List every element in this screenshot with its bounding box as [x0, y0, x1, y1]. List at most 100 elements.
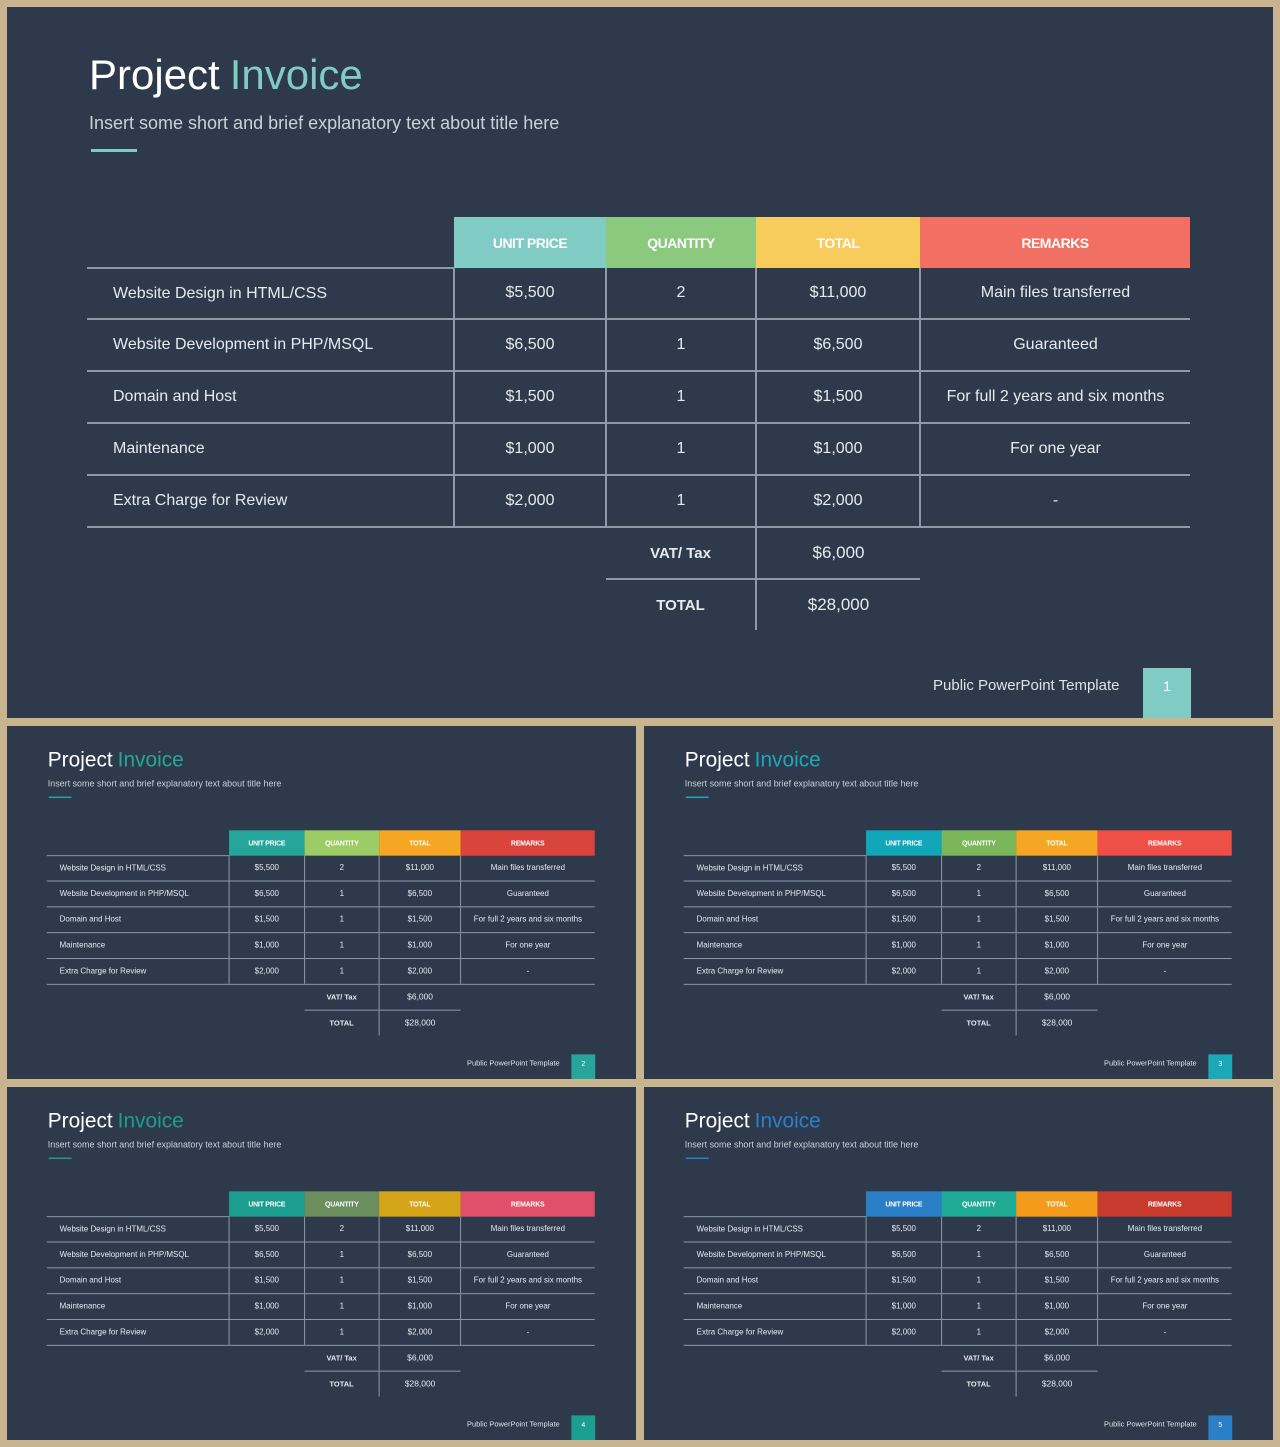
title-accent: Invoice	[229, 51, 363, 98]
table-row: Extra Charge for Review $2,000 1 $2,000 …	[683, 1319, 1232, 1346]
slide-1[interactable]: Project Invoice Insert some short and bri…	[7, 7, 1273, 718]
title-main: Project	[684, 747, 750, 772]
item-cell: Domain and Host	[87, 371, 454, 424]
header-total: TOTAL	[379, 1191, 461, 1217]
slide-2[interactable]: Project Invoice Insert some short and bri…	[7, 726, 636, 1079]
page-number-label: 2	[581, 1059, 586, 1068]
total-cell: $1,500	[378, 1267, 461, 1295]
slide-title: Project Invoice	[685, 748, 821, 772]
title-underline	[685, 1157, 709, 1160]
total-cell: $1,500	[755, 371, 920, 424]
remarks-cell: -	[460, 958, 595, 985]
vat-label: VAT/ Tax	[941, 1345, 1017, 1372]
total-label: TOTAL	[966, 1018, 991, 1028]
qty-cell: 1	[605, 423, 756, 476]
total-cell: $2,000	[378, 1319, 461, 1346]
header-blank	[683, 1191, 867, 1218]
header-total: TOTAL	[379, 830, 461, 856]
slide-subtitle: Insert some short and brief explanatory …	[47, 778, 282, 789]
header-unit-price: UNIT PRICE	[866, 830, 942, 856]
item-cell: Domain and Host	[683, 906, 867, 934]
table-row: Maintenance $1,000 1 $1,000 For one year	[683, 932, 1232, 959]
item-cell: Maintenance	[87, 423, 454, 476]
qty-cell: 1	[941, 881, 1017, 908]
header-blank	[683, 830, 867, 857]
total-cell: $2,000	[1015, 1319, 1098, 1346]
total-cell: $1,000	[378, 932, 461, 959]
price-cell: $5,500	[228, 855, 305, 882]
price-cell: $1,000	[865, 932, 942, 959]
remarks-cell: For one year	[1097, 1293, 1232, 1320]
total-cell: $2,000	[755, 475, 920, 528]
vat-row: VAT/ Tax $6,000	[684, 1345, 1232, 1372]
footer-text: Public PowerPoint Template	[1104, 1419, 1197, 1429]
price-cell: $2,000	[453, 475, 606, 528]
total-value: $28,000	[378, 1010, 461, 1036]
qty-cell: 1	[304, 906, 380, 934]
title-accent: Invoice	[754, 1108, 821, 1133]
price-cell: $2,000	[228, 958, 305, 985]
total-cell: $11,000	[1015, 1216, 1098, 1243]
item-cell: Website Development in PHP/MSQL	[87, 319, 454, 372]
total-cell: $6,500	[755, 319, 920, 372]
table-row: Website Development in PHP/MSQL $6,500 1…	[46, 1242, 595, 1269]
total-value: $28,000	[1015, 1371, 1098, 1397]
slide-4[interactable]: Project Invoice Insert some short and bri…	[7, 1087, 636, 1440]
item-cell: Extra Charge for Review	[683, 958, 867, 985]
header-total: TOTAL	[1016, 830, 1098, 856]
slide-subtitle: Insert some short and brief explanatory …	[89, 113, 560, 133]
slide-subtitle: Insert some short and brief explanatory …	[47, 1139, 282, 1150]
title-main: Project	[47, 747, 113, 772]
vat-row: VAT/ Tax $6,000	[47, 1345, 595, 1372]
item-cell: Extra Charge for Review	[87, 475, 454, 528]
price-cell: $2,000	[228, 1319, 305, 1346]
remarks-cell: Guaranteed	[460, 881, 595, 908]
footer-text: Public PowerPoint Template	[933, 677, 1120, 694]
price-cell: $5,500	[453, 268, 606, 320]
header-quantity: QUANTITY	[941, 830, 1017, 856]
table-row: Maintenance $1,000 1 $1,000 For one year	[46, 932, 595, 959]
total-cell: $11,000	[378, 855, 461, 882]
vat-label: VAT/ Tax	[304, 1345, 380, 1372]
remarks-cell: For one year	[460, 1293, 595, 1320]
item-cell: Extra Charge for Review	[683, 1319, 867, 1346]
table-row: Extra Charge for Review $2,000 1 $2,000 …	[87, 475, 1190, 528]
total-row: TOTAL $28,000	[684, 1010, 1232, 1036]
slide-subtitle: Insert some short and brief explanatory …	[684, 778, 919, 789]
item-cell: Website Design in HTML/CSS	[87, 268, 454, 320]
page-number: 1	[1143, 668, 1191, 718]
header-blank	[46, 830, 230, 857]
header-unit-price: UNIT PRICE	[866, 1191, 942, 1217]
qty-cell: 1	[304, 932, 380, 959]
title-underline	[48, 796, 72, 799]
slide-3[interactable]: Project Invoice Insert some short and bri…	[644, 726, 1273, 1079]
header-remarks: REMARKS	[1097, 830, 1232, 856]
total-row: TOTAL $28,000	[47, 1371, 595, 1397]
invoice-table: UNIT PRICE QUANTITY TOTAL REMARKS Websit…	[87, 217, 1190, 630]
table-row: Website Development in PHP/MSQL $6,500 1…	[46, 881, 595, 908]
header-row: UNIT PRICE QUANTITY TOTAL REMARKS	[683, 1191, 1232, 1218]
qty-cell: 2	[304, 1216, 380, 1243]
price-cell: $2,000	[865, 1319, 942, 1346]
table-row: Domain and Host $1,500 1 $1,500 For full…	[683, 906, 1232, 934]
total-cell: $1,500	[378, 906, 461, 934]
title-main: Project	[89, 51, 220, 98]
slide-5[interactable]: Project Invoice Insert some short and bri…	[644, 1087, 1273, 1440]
table-row: Domain and Host $1,500 1 $1,500 For full…	[683, 1267, 1232, 1295]
total-cell: $6,500	[378, 1242, 461, 1269]
price-cell: $1,000	[228, 1293, 305, 1320]
remarks-cell: For one year	[919, 423, 1190, 476]
qty-cell: 2	[941, 855, 1017, 882]
page-number: 2	[571, 1054, 596, 1079]
item-cell: Website Development in PHP/MSQL	[46, 1242, 230, 1269]
total-row: TOTAL $28,000	[684, 1371, 1232, 1397]
slide-title: Project Invoice	[685, 1109, 821, 1133]
qty-cell: 1	[304, 1267, 380, 1295]
invoice-table: UNIT PRICE QUANTITY TOTAL REMARKS Websit…	[46, 1191, 595, 1397]
qty-cell: 2	[605, 268, 756, 320]
price-cell: $1,500	[453, 371, 606, 424]
price-cell: $1,500	[228, 906, 305, 934]
qty-cell: 1	[941, 958, 1017, 985]
item-cell: Website Design in HTML/CSS	[46, 1216, 230, 1243]
price-cell: $6,500	[228, 1242, 305, 1269]
